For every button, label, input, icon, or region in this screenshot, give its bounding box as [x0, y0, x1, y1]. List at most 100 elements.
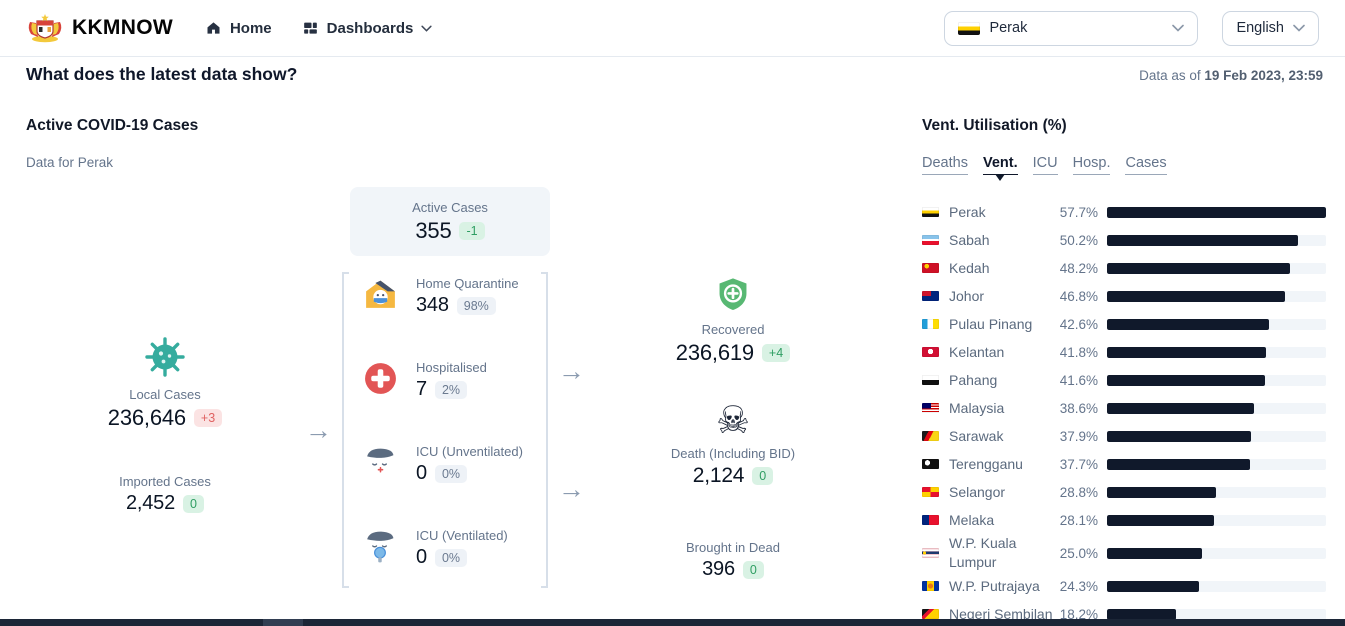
recovered-value: 236,619	[675, 340, 754, 365]
bar-track	[1107, 430, 1326, 442]
skull-icon: ☠	[715, 398, 751, 442]
brand[interactable]: KKMNOW	[26, 13, 173, 43]
state-row-malaysia: Malaysia 38.6%	[922, 394, 1326, 422]
bar-track	[1107, 318, 1326, 330]
flag-malaysia-icon	[922, 403, 939, 413]
recovered-valrow: 236,619 +4	[675, 340, 791, 366]
state-row-selangor: Selangor 28.8%	[922, 478, 1326, 506]
flag-w-p-putrajaya-icon	[922, 581, 939, 591]
right-bracket-decoration	[541, 272, 548, 588]
recovered-delta-badge: +4	[761, 344, 791, 362]
bar-track	[1107, 608, 1326, 620]
tab-icu[interactable]: ICU	[1032, 155, 1058, 175]
death-label: Death (Including BID)	[670, 446, 796, 461]
navbar: KKMNOW Home Dashboards Perak	[0, 0, 1345, 57]
icu-ventilated-label: ICU (Ventilated)	[416, 528, 508, 543]
left-bracket-decoration	[342, 272, 349, 588]
language-selector[interactable]: English	[1222, 10, 1319, 46]
state-value: 41.6%	[1059, 372, 1098, 388]
state-value: 28.8%	[1059, 484, 1098, 500]
state-row-negeri-sembilan: Negeri Sembilan 18.2%	[922, 600, 1326, 626]
flag-perak-icon	[958, 21, 981, 35]
flag-perak-icon	[922, 207, 939, 217]
footer-scrollbar-thumb[interactable]	[263, 619, 303, 626]
state-row-sarawak: Sarawak 37.9%	[922, 422, 1326, 450]
active-cases-label: Active Cases	[412, 199, 488, 215]
nav-dashboards[interactable]: Dashboards	[302, 20, 433, 37]
flow-arrow-icon: →	[558, 356, 585, 386]
recovered-block: Recovered 236,619 +4	[643, 276, 823, 366]
hospitalised-value: 7	[416, 378, 427, 400]
active-cases-delta-badge: -1	[459, 221, 485, 240]
language-selector-label: English	[1236, 20, 1284, 36]
state-value: 37.9%	[1059, 428, 1098, 444]
flag-sarawak-icon	[922, 431, 939, 441]
local-cases-block: Local Cases 236,646 +3	[75, 336, 255, 431]
nav-home-label: Home	[229, 19, 272, 37]
active-cases-card: Active Cases 355 -1	[350, 187, 550, 256]
bar-track	[1107, 402, 1326, 414]
state-bar-list: Perak 57.7% Sabah 50.2% Kedah 48.2% Johor 46.8%…	[922, 198, 1326, 626]
bar-track	[1107, 580, 1326, 592]
bar-track	[1107, 346, 1326, 358]
imported-cases-delta-badge: 0	[183, 494, 204, 513]
flag-sabah-icon	[922, 235, 939, 245]
bar-fill	[1107, 514, 1214, 526]
brand-text[interactable]: KKMNOW	[72, 16, 173, 39]
state-name: Melaka	[949, 511, 995, 528]
imported-cases-value: 2,452	[125, 492, 176, 514]
home-quarantine-label: Home Quarantine	[416, 276, 519, 291]
state-name: Sarawak	[949, 427, 1004, 444]
state-row-terengganu: Terengganu 37.7%	[922, 450, 1326, 478]
state-row-johor: Johor 46.8%	[922, 282, 1326, 310]
state-name: W.P. Kuala Lumpur	[949, 535, 1017, 570]
flag-w-p-kuala-lumpur-icon	[922, 548, 939, 558]
page-title: What does the latest data show?	[26, 64, 298, 84]
tab-vent[interactable]: Vent.	[982, 155, 1018, 175]
state-value: 38.6%	[1059, 400, 1098, 416]
imported-cases-valrow: 2,452 0	[126, 492, 204, 515]
home-quarantine-icon	[366, 280, 395, 308]
state-selector[interactable]: Perak	[944, 10, 1199, 46]
flag-terengganu-icon	[922, 459, 939, 469]
bar-track	[1107, 458, 1326, 470]
state-row-kelantan: Kelantan 41.8%	[922, 338, 1326, 366]
bar-fill	[1107, 430, 1251, 442]
hospitalised-share-badge: 2%	[434, 380, 468, 399]
icu-ventilated-share-badge: 0%	[434, 548, 468, 567]
state-name: Perak	[949, 203, 986, 220]
state-name: Pahang	[949, 371, 998, 388]
state-value: 48.2%	[1059, 260, 1098, 276]
hospitalised-label: Hospitalised	[416, 360, 487, 375]
icu-unventilated-label: ICU (Unventilated)	[416, 444, 523, 459]
bar-track	[1107, 234, 1326, 246]
jata-negara-logo	[28, 14, 62, 43]
death-delta-badge: 0	[752, 467, 774, 485]
tab-hosp[interactable]: Hosp.	[1072, 155, 1111, 175]
state-value: 24.3%	[1059, 578, 1098, 594]
local-cases-label: Local Cases	[129, 387, 201, 402]
icu-unventilated-block: ICU (Unventilated) 0 0%	[362, 440, 547, 485]
brought-in-dead-label: Brought in Dead	[686, 540, 780, 555]
state-row-melaka: Melaka 28.1%	[922, 506, 1326, 534]
tab-deaths[interactable]: Deaths	[922, 155, 968, 175]
home-quarantine-block: Home Quarantine 348 98%	[362, 272, 547, 317]
data-as-of-prefix: Data as of	[1139, 68, 1205, 83]
death-value: 2,124	[692, 464, 745, 487]
bar-fill	[1107, 374, 1265, 386]
bar-fill	[1107, 608, 1176, 620]
data-as-of-date: 19 Feb 2023, 23:59	[1204, 68, 1323, 83]
icu-ventilated-valrow: 0 0%	[416, 546, 508, 569]
state-name: Sabah	[949, 231, 990, 248]
brought-in-dead-value: 396	[702, 558, 735, 580]
icu-ventilated-text: ICU (Ventilated) 0 0%	[416, 524, 508, 569]
nav-home[interactable]: Home	[205, 20, 272, 37]
state-value: 18.2%	[1059, 606, 1098, 622]
state-value: 28.1%	[1059, 512, 1098, 528]
data-as-of: Data as of 19 Feb 2023, 23:59	[1139, 68, 1323, 83]
chevron-down-icon	[421, 25, 432, 32]
hospitalised-text: Hospitalised 7 2%	[416, 356, 487, 401]
tab-cases[interactable]: Cases	[1125, 155, 1167, 175]
active-cases-section-subtitle: Data for Perak	[26, 155, 114, 170]
